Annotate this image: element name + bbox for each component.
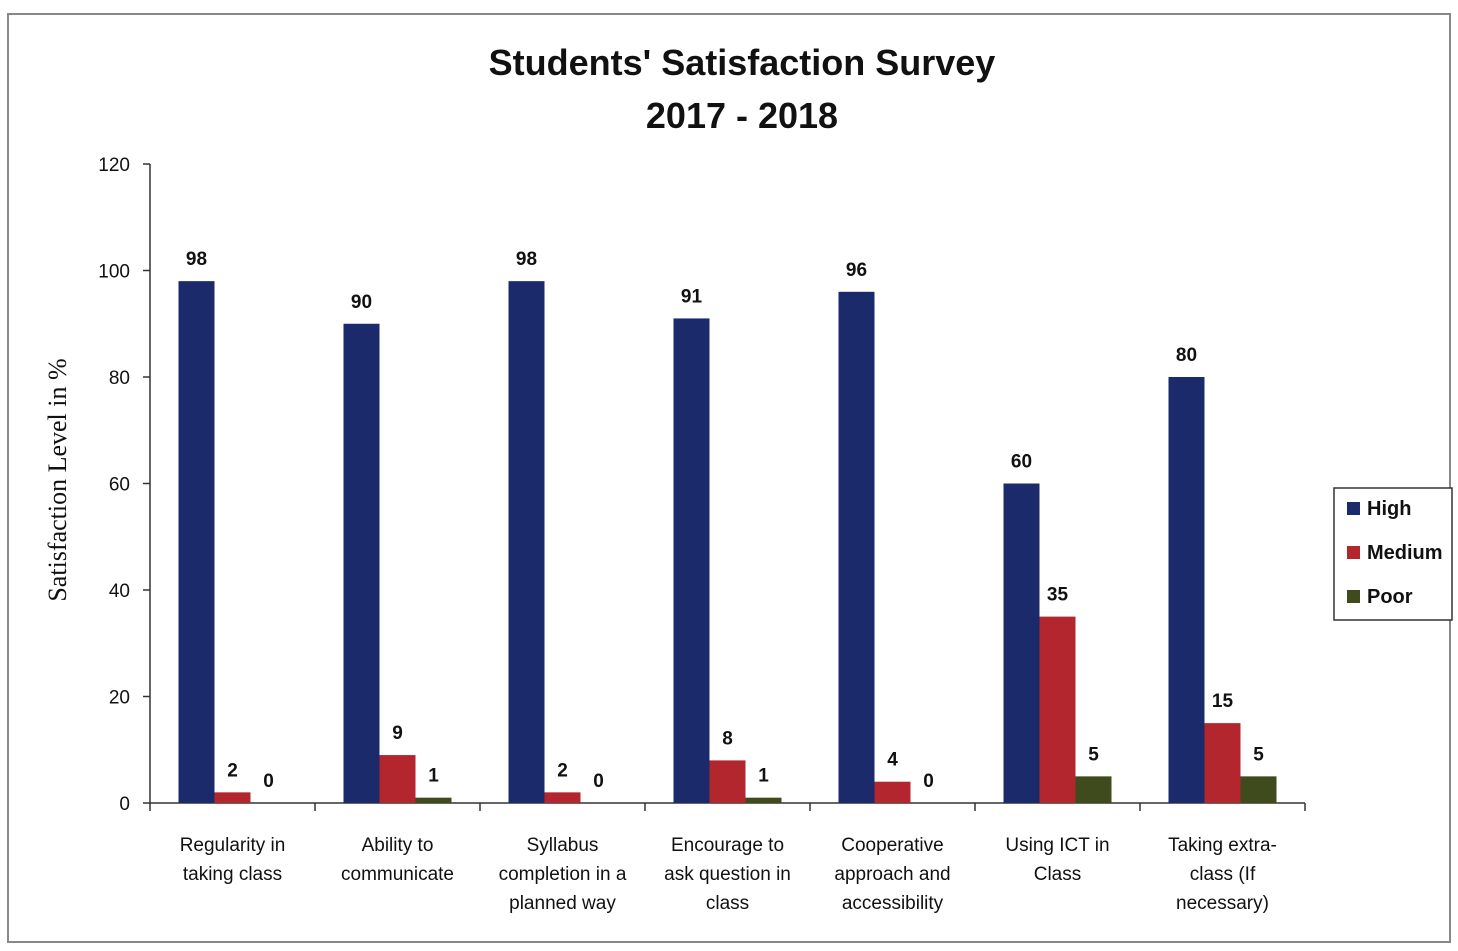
- bar-medium-5: [1039, 616, 1076, 803]
- data-label-medium-0: 2: [227, 760, 238, 781]
- y-tick-label-1: 20: [109, 688, 130, 709]
- chart-title-line-2: 2017 - 2018: [646, 95, 838, 136]
- x-category-label-3-1: ask question in: [664, 864, 791, 885]
- data-label-poor-0: 0: [263, 771, 274, 792]
- data-label-poor-1: 1: [428, 766, 439, 787]
- data-label-high-3: 91: [681, 286, 703, 307]
- x-category-label-6-2: necessary): [1176, 893, 1269, 914]
- bar-poor-1: [415, 797, 452, 803]
- bar-high-1: [343, 323, 380, 803]
- legend-label-poor: Poor: [1367, 586, 1413, 608]
- data-label-high-2: 98: [516, 249, 537, 270]
- bar-medium-4: [874, 781, 911, 803]
- bar-high-3: [673, 318, 710, 803]
- data-label-medium-1: 9: [392, 723, 403, 744]
- bar-poor-3: [745, 797, 782, 803]
- y-tick-label-4: 80: [109, 368, 130, 389]
- bar-high-5: [1003, 483, 1040, 803]
- x-category-label-2-2: planned way: [509, 893, 616, 914]
- bar-medium-2: [544, 792, 581, 803]
- chart-title-line-1: Students' Satisfaction Survey: [489, 42, 996, 83]
- x-category-label-4-0: Cooperative: [841, 835, 943, 856]
- x-category-label-3-0: Encourage to: [671, 835, 784, 856]
- y-axis-label: Satisfaction Level in %: [43, 358, 72, 601]
- legend: High Medium Poor: [1333, 487, 1453, 621]
- data-label-medium-4: 4: [887, 750, 898, 771]
- y-tick-label-5: 100: [98, 262, 130, 283]
- data-label-high-1: 90: [351, 292, 372, 313]
- bar-high-0: [178, 281, 215, 803]
- data-label-poor-5: 5: [1088, 744, 1099, 765]
- bar-medium-1: [379, 755, 416, 803]
- legend-label-high: High: [1367, 498, 1411, 520]
- bar-high-6: [1168, 377, 1205, 803]
- legend-swatch-poor: [1347, 590, 1360, 603]
- x-category-label-5-0: Using ICT in: [1005, 835, 1109, 856]
- x-category-label-2-0: Syllabus: [527, 835, 599, 856]
- bar-high-2: [508, 281, 545, 803]
- data-label-poor-6: 5: [1253, 744, 1264, 765]
- bar-high-4: [838, 291, 875, 803]
- bar-medium-0: [214, 792, 251, 803]
- data-label-poor-4: 0: [923, 771, 934, 792]
- data-label-medium-3: 8: [722, 728, 733, 749]
- x-category-label-2-1: completion in a: [499, 864, 627, 885]
- y-tick-label-3: 60: [109, 475, 130, 496]
- y-tick-label-2: 40: [109, 581, 130, 602]
- legend-swatch-high: [1347, 502, 1360, 515]
- x-category-label-3-2: class: [706, 893, 749, 914]
- x-category-label-1-0: Ability to: [362, 835, 434, 856]
- x-category-label-1-1: communicate: [341, 864, 454, 885]
- x-category-label-6-1: class (If: [1190, 864, 1256, 885]
- x-category-label-6-0: Taking extra-: [1168, 835, 1277, 856]
- y-tick-label-6: 120: [98, 155, 130, 176]
- data-label-high-5: 60: [1011, 452, 1032, 473]
- bar-medium-3: [709, 760, 746, 803]
- data-label-poor-3: 1: [758, 766, 769, 787]
- data-label-poor-2: 0: [593, 771, 604, 792]
- data-label-high-4: 96: [846, 260, 867, 281]
- data-label-medium-6: 15: [1212, 691, 1234, 712]
- legend-label-medium: Medium: [1367, 542, 1443, 564]
- bar-poor-6: [1240, 776, 1277, 803]
- data-label-high-0: 98: [186, 249, 207, 270]
- x-category-label-4-1: approach and: [834, 864, 950, 885]
- legend-swatch-medium: [1347, 546, 1360, 559]
- x-category-label-0-1: taking class: [183, 864, 282, 885]
- y-tick-label-0: 0: [119, 794, 130, 815]
- x-category-label-4-2: accessibility: [842, 893, 944, 914]
- x-category-label-5-1: Class: [1034, 864, 1082, 885]
- data-label-high-6: 80: [1176, 345, 1197, 366]
- data-label-medium-2: 2: [557, 760, 568, 781]
- bar-poor-5: [1075, 776, 1112, 803]
- data-label-medium-5: 35: [1047, 585, 1069, 606]
- x-category-label-0-0: Regularity in: [180, 835, 286, 856]
- bar-medium-6: [1204, 723, 1241, 803]
